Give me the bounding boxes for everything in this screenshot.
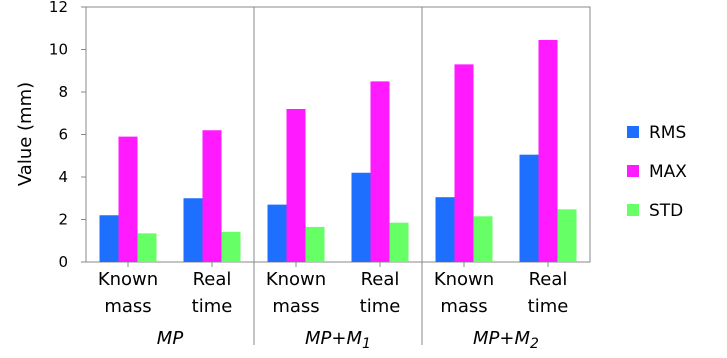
y-axis-ticks: 0 2 4 6 8 10 12	[49, 0, 86, 271]
y-tick-label: 4	[58, 168, 68, 186]
y-tick-label: 12	[49, 0, 68, 16]
legend-swatch-rms	[627, 126, 639, 138]
group-label: MP+M1	[305, 328, 371, 352]
bar-max	[454, 64, 474, 262]
category-label-line1: Real	[361, 269, 400, 290]
group-label: MP	[157, 328, 184, 349]
legend-label-rms: RMS	[649, 123, 686, 143]
category-label-line2: mass	[104, 296, 151, 317]
group-label: MP+M2	[473, 328, 539, 352]
bar-std	[221, 231, 241, 262]
y-tick-label: 0	[58, 253, 68, 271]
bar-max	[286, 109, 306, 262]
bars	[99, 39, 577, 262]
bar-rms	[435, 197, 455, 262]
category-label-line1: Real	[193, 269, 232, 290]
bar-std	[305, 226, 325, 262]
category-label-line2: mass	[272, 296, 319, 317]
bar-rms	[99, 215, 119, 262]
bar-std	[557, 209, 577, 262]
legend-label-max: MAX	[649, 162, 687, 182]
bar-max	[370, 81, 390, 262]
bar-rms	[183, 198, 203, 262]
plot-border	[85, 6, 591, 263]
legend: RMS MAX STD	[627, 123, 687, 221]
bar-rms	[519, 154, 539, 262]
bar-rms	[267, 204, 287, 262]
x-axis-labels: Known mass Real time MP Known mass Real time MP+M…	[98, 262, 569, 352]
legend-swatch-max	[627, 165, 639, 177]
category-label-line2: time	[192, 296, 233, 317]
category-label-line1: Known	[266, 269, 326, 290]
category-label-line2: time	[528, 296, 569, 317]
category-label-line1: Known	[434, 269, 494, 290]
category-label-line1: Real	[529, 269, 568, 290]
y-tick-label: 8	[58, 83, 68, 101]
plot-area	[85, 6, 591, 345]
y-tick-label: 6	[58, 126, 68, 144]
bar-std	[137, 233, 157, 262]
y-tick-label: 2	[58, 211, 68, 229]
bar-std	[473, 216, 493, 262]
bar-std	[389, 222, 409, 262]
y-axis-title: Value (mm)	[15, 82, 36, 186]
legend-label-std: STD	[649, 201, 683, 221]
bar-rms	[351, 172, 371, 262]
bar-max	[118, 136, 138, 262]
bar-max	[538, 39, 558, 262]
category-label-line2: time	[360, 296, 401, 317]
category-label-line2: mass	[440, 296, 487, 317]
y-tick-label: 10	[49, 41, 68, 59]
bar-max	[202, 130, 222, 262]
category-label-line1: Known	[98, 269, 158, 290]
legend-swatch-std	[627, 204, 639, 216]
